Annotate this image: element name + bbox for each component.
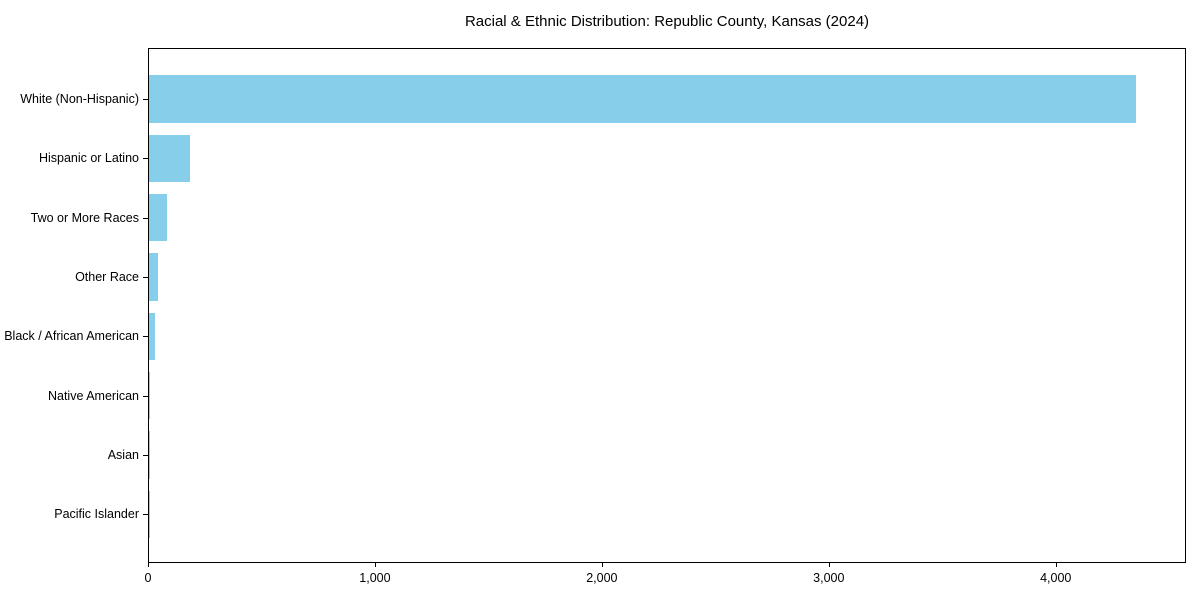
bar-hispanic-or-latino bbox=[149, 134, 190, 183]
y-tick-label-white-non-hispanic: White (Non-Hispanic) bbox=[20, 92, 139, 106]
x-tick-mark bbox=[828, 563, 830, 567]
bar-two-or-more-races bbox=[149, 193, 168, 242]
y-tick-label-pacific-islander: Pacific Islander bbox=[54, 507, 139, 522]
x-tick-label-3000: 3,000 bbox=[813, 571, 845, 585]
bar-white-non-hispanic bbox=[149, 75, 1137, 123]
y-tick-mark bbox=[143, 158, 148, 160]
x-tick-label-0: 0 bbox=[144, 571, 152, 585]
y-tick-label-black-african-american: Black / African American bbox=[4, 329, 139, 344]
y-tick-mark bbox=[143, 395, 148, 397]
y-tick-mark bbox=[143, 99, 148, 100]
bar-black-african-american bbox=[149, 312, 155, 361]
y-tick-label-native-american: Native American bbox=[47, 388, 139, 403]
y-tick-label-asian: Asian bbox=[107, 447, 139, 462]
x-tick-label-4000: 4,000 bbox=[1040, 571, 1072, 585]
y-tick-mark bbox=[143, 514, 148, 516]
x-tick-mark bbox=[148, 563, 149, 567]
y-tick-mark bbox=[143, 276, 148, 278]
x-tick-mark bbox=[601, 563, 603, 567]
bar-native-american bbox=[149, 371, 150, 420]
x-tick-label-1000: 1,000 bbox=[359, 571, 391, 585]
y-tick-mark bbox=[143, 454, 148, 456]
bar-other-race bbox=[149, 253, 159, 301]
x-tick-mark bbox=[1055, 563, 1057, 567]
x-tick-mark bbox=[374, 563, 376, 567]
chart-title: Racial & Ethnic Distribution: Republic C… bbox=[464, 13, 870, 30]
x-tick-label-2000: 2,000 bbox=[586, 571, 618, 585]
y-tick-label-hispanic-or-latino: Hispanic or Latino bbox=[38, 151, 139, 166]
plot-area bbox=[148, 48, 1186, 563]
y-tick-label-other-race: Other Race bbox=[75, 269, 139, 284]
y-tick-label-two-or-more-races: Two or More Races bbox=[30, 210, 139, 225]
y-tick-mark bbox=[143, 217, 148, 219]
y-tick-mark bbox=[143, 336, 148, 338]
